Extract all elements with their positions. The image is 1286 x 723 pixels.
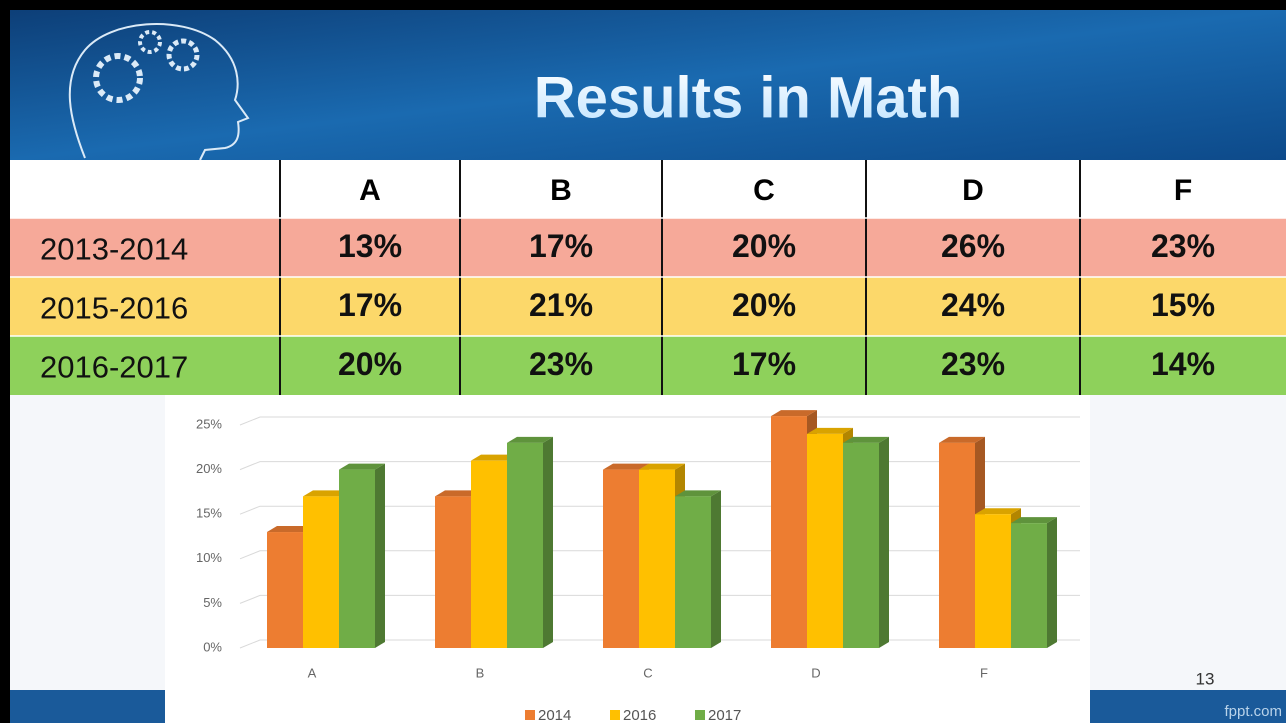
slide-title: Results in Math: [534, 65, 963, 130]
bar-top: [435, 490, 481, 497]
bar-top: [771, 410, 817, 417]
table-row-label: 2016-2017: [40, 350, 188, 385]
x-tick-label: B: [476, 665, 485, 680]
bar-side: [879, 436, 889, 648]
bar-top: [675, 490, 721, 497]
table-cell: 23%: [1151, 228, 1215, 264]
bar-side: [375, 463, 385, 648]
footer-site: fppt.com: [1224, 703, 1282, 720]
x-tick-label: A: [308, 665, 317, 680]
bar: [267, 532, 303, 648]
table-cell: 24%: [941, 287, 1005, 323]
table-cell: 17%: [529, 228, 593, 264]
bar: [471, 460, 507, 648]
bar: [303, 496, 339, 648]
bar-top: [303, 490, 349, 497]
table-cell: 20%: [338, 346, 402, 382]
bar: [675, 496, 711, 648]
bar-top: [807, 427, 853, 434]
y-tick-label: 20%: [196, 461, 222, 476]
bar-side: [1047, 517, 1057, 648]
table-cell: 26%: [941, 228, 1005, 264]
table-cell: 20%: [732, 287, 796, 323]
legend-label: 2014: [538, 707, 571, 723]
table-row-label: 2015-2016: [40, 291, 188, 326]
y-tick-label: 25%: [196, 416, 222, 431]
x-tick-label: D: [811, 665, 820, 680]
bar: [339, 469, 375, 648]
table-header-row: [10, 160, 1286, 218]
table-column-header: F: [1174, 174, 1192, 207]
legend-swatch: [610, 710, 620, 720]
table-cell: 17%: [338, 287, 402, 323]
bar-top: [1011, 517, 1057, 524]
x-tick-label: F: [980, 665, 988, 680]
legend-label: 2017: [708, 707, 741, 723]
bar: [771, 416, 807, 648]
x-tick-label: C: [643, 665, 652, 680]
bar-side: [543, 436, 553, 648]
bar: [807, 433, 843, 648]
table-row: [10, 277, 1286, 336]
head-icon: [68, 23, 250, 161]
bar: [843, 442, 879, 648]
legend-label: 2016: [623, 707, 656, 723]
table-cell: 23%: [529, 346, 593, 382]
y-tick-label: 10%: [196, 550, 222, 565]
legend-swatch: [525, 710, 535, 720]
y-tick-label: 5%: [203, 595, 222, 610]
bar-top: [507, 436, 553, 443]
chart: 0% 5% 10% 15% 20% 25% A B C D F 2014 2016 2017: [196, 410, 1080, 723]
bar-top: [975, 508, 1021, 515]
table-cell: 20%: [732, 228, 796, 264]
table-cell: 21%: [529, 287, 593, 323]
results-table: A B C D F 2013-2014 13% 17% 20% 26% 23% 2015-2016 17…: [10, 160, 1286, 395]
bar: [939, 442, 975, 648]
bar-side: [711, 490, 721, 648]
bar-top: [939, 436, 985, 443]
table-cell: 17%: [732, 346, 796, 382]
y-tick-label: 0%: [203, 639, 222, 654]
table-row: [10, 218, 1286, 277]
bar: [603, 469, 639, 648]
table-column-header: C: [753, 174, 775, 207]
table-cell: 15%: [1151, 287, 1215, 323]
table-column-header: A: [359, 174, 381, 207]
table-cell: 14%: [1151, 346, 1215, 382]
bar: [435, 496, 471, 648]
bar-top: [843, 436, 889, 443]
footer-band: [1090, 690, 1286, 723]
y-tick-label: 15%: [196, 506, 222, 521]
table-row-label: 2013-2014: [40, 232, 188, 267]
table-cell: 23%: [941, 346, 1005, 382]
bar-top: [471, 454, 517, 461]
bar: [507, 442, 543, 648]
table-row: [10, 336, 1286, 395]
bar-top: [603, 463, 649, 470]
bar-top: [639, 463, 685, 470]
page-number: 13: [1196, 669, 1215, 688]
header-band: [10, 10, 1286, 160]
bar: [1011, 523, 1047, 648]
table-column-header: D: [962, 174, 984, 207]
legend-swatch: [695, 710, 705, 720]
table-column-header: B: [550, 174, 572, 207]
bar-top: [267, 526, 313, 533]
bar: [975, 514, 1011, 648]
bar: [639, 469, 675, 648]
footer-band: [10, 690, 165, 723]
bar-top: [339, 463, 385, 470]
table-cell: 13%: [338, 228, 402, 264]
